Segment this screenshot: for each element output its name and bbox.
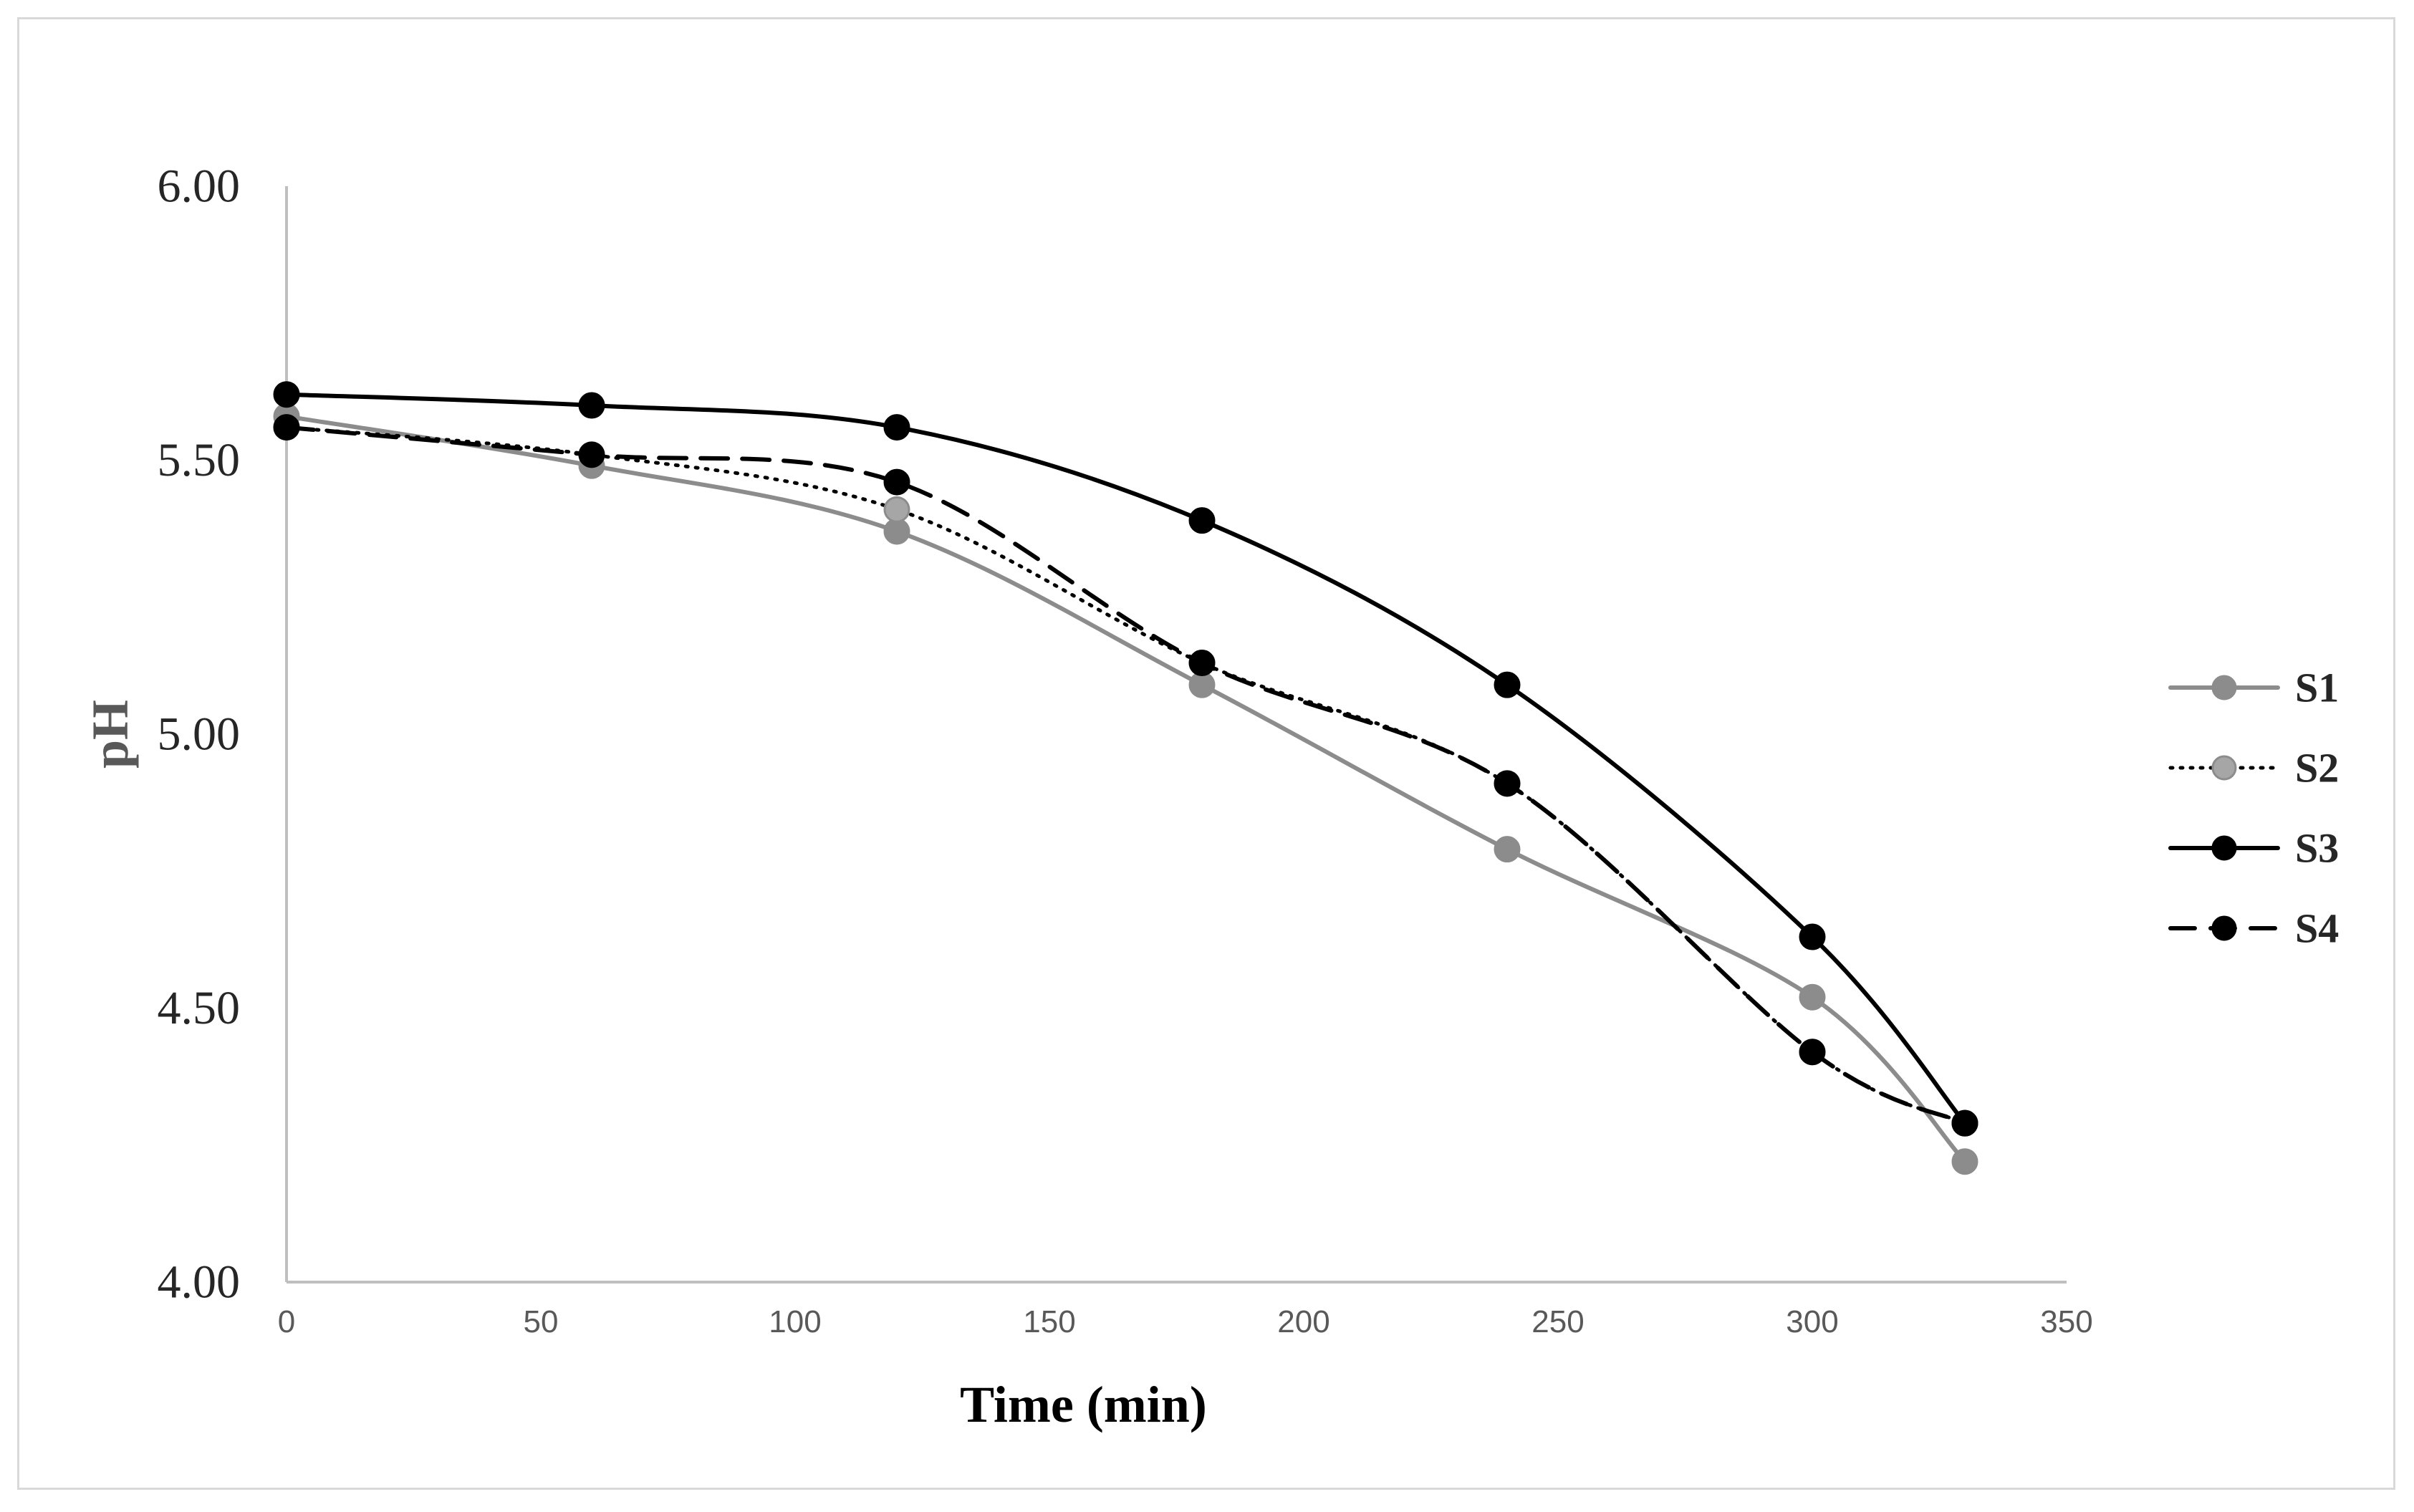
legend-label: S4 — [2295, 905, 2339, 952]
data-point-s4 — [1799, 1039, 1826, 1066]
y-tick-label: 4.00 — [158, 1256, 241, 1309]
x-tick-label: 0 — [278, 1304, 295, 1339]
y-tick-labels: 4.00 4.50 5.00 5.50 6.00 — [158, 160, 241, 1309]
legend-item-s2: S2 — [2168, 745, 2339, 791]
legend-item-s4: S4 — [2168, 905, 2339, 952]
y-tick-label: 4.50 — [158, 982, 241, 1034]
legend-marker — [2211, 755, 2237, 781]
series-s3 — [273, 381, 1978, 1137]
series-s1 — [273, 403, 1978, 1175]
x-tick-label: 200 — [1277, 1304, 1329, 1339]
x-tick-label: 150 — [1023, 1304, 1075, 1339]
x-tick-label: 50 — [524, 1304, 559, 1339]
series-layer — [273, 381, 1978, 1175]
x-tick-labels: 0 50 100 150 200 250 300 350 — [278, 1304, 2093, 1339]
data-point-s3 — [273, 381, 300, 408]
data-point-s3 — [578, 392, 605, 419]
chart-frame — [17, 17, 2395, 1490]
data-point-s1 — [1799, 983, 1826, 1011]
y-tick-label: 5.50 — [158, 434, 241, 486]
legend-item-s3: S3 — [2168, 825, 2339, 872]
legend-label: S2 — [2295, 745, 2339, 791]
x-tick-label: 100 — [769, 1304, 821, 1339]
series-s2 — [273, 414, 1978, 1137]
data-point-s3 — [1494, 671, 1521, 698]
axes — [285, 186, 2067, 1284]
data-point-s1 — [1951, 1148, 1978, 1175]
data-point-s4 — [1188, 650, 1216, 677]
series-s4 — [273, 414, 1978, 1137]
series-line-s1 — [284, 414, 1967, 1164]
legend-label: S3 — [2295, 825, 2339, 872]
data-point-s4 — [1951, 1109, 1978, 1137]
data-point-s2 — [883, 496, 910, 523]
data-point-s3 — [883, 414, 910, 441]
legend-marker — [2211, 915, 2237, 941]
legend-label: S1 — [2295, 665, 2339, 711]
x-axis-title: Time (min) — [960, 1376, 1207, 1433]
y-tick-label: 6.00 — [158, 160, 241, 213]
x-tick-label: 300 — [1786, 1304, 1838, 1339]
legend-marker — [2211, 835, 2237, 861]
data-point-s4 — [883, 468, 910, 496]
series-line-s2 — [284, 425, 1967, 1125]
data-point-s3 — [1799, 923, 1826, 950]
data-point-s4 — [1494, 770, 1521, 797]
data-point-s1 — [1188, 671, 1216, 698]
legend: S1 S2 S3 S4 — [2168, 665, 2339, 952]
y-tick-label: 5.00 — [158, 708, 241, 761]
legend-item-s1: S1 — [2168, 665, 2339, 711]
data-point-s1 — [1494, 836, 1521, 863]
y-axis-title: pH — [82, 700, 139, 769]
data-point-s4 — [578, 441, 605, 468]
data-point-s3 — [1188, 507, 1216, 534]
series-line-s3 — [284, 392, 1967, 1126]
legend-marker — [2211, 675, 2237, 700]
x-tick-label: 350 — [2040, 1304, 2092, 1339]
data-point-s1 — [883, 518, 910, 545]
x-tick-label: 250 — [1531, 1304, 1584, 1339]
data-point-s4 — [273, 414, 300, 441]
series-line-s4 — [284, 425, 1967, 1126]
